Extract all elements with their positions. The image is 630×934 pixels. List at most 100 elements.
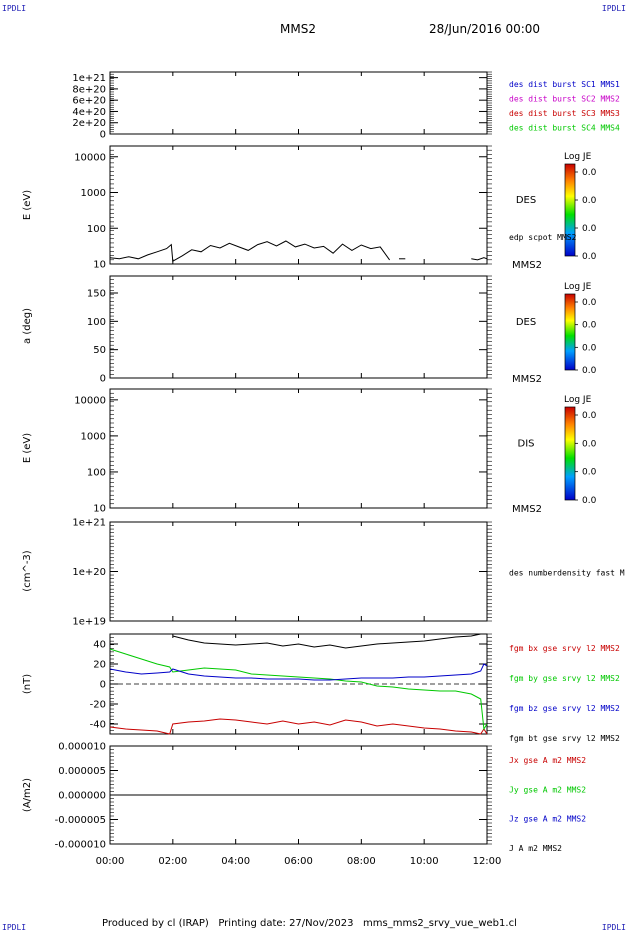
y-tick-label: 100	[87, 317, 106, 328]
x-tick-label: 06:00	[284, 856, 313, 867]
corner-label-top-left: IPDLI	[2, 4, 27, 13]
y-axis-label: (A/m2)	[22, 778, 33, 812]
y-tick-label: 20	[93, 660, 106, 671]
series-line	[109, 718, 488, 735]
y-tick-label: -40	[90, 720, 106, 731]
y-tick-label: 10000	[74, 152, 106, 163]
panel-p5: 1e+21 1e+20 1e+19 (cm^-3) des numberdensity …	[22, 518, 625, 628]
x-tick-label: 10:00	[410, 856, 439, 867]
y-tick-label: -0.000005	[55, 815, 106, 826]
series-line	[109, 663, 488, 681]
panel-p3: 150 100 50 0 a (deg) DES MMS2 Log JE 0.0 0.0 0.0 0.…	[22, 275, 597, 385]
x-tick-label: 00:00	[96, 856, 125, 867]
panel-p2: 10000 1000 100 10 E (eV) DES MMS2 Log JE 0.0 0.0 0…	[22, 145, 597, 271]
panel-label: DES	[516, 317, 536, 328]
legend-entry: fgm by gse srvy l2 MMS2	[509, 674, 620, 683]
legend-entry: des dist burst SC4 MMS4	[509, 124, 620, 133]
legend-entry: fgm bx gse srvy l2 MMS2	[509, 644, 620, 653]
colorbar-tick-label: 0.0	[582, 411, 597, 421]
legend-entry: fgm bz gse srvy l2 MMS2	[509, 704, 620, 713]
colorbar-tick-label: 0.0	[582, 196, 597, 206]
legend-entry: fgm bt gse srvy l2 MMS2	[509, 734, 620, 743]
y-tick-label: 0.000005	[58, 766, 106, 777]
panel-label: DIS	[518, 439, 535, 450]
series-line	[109, 648, 488, 731]
y-tick-label: 0	[100, 374, 106, 385]
y-tick-label: 40	[93, 640, 106, 651]
y-tick-label: 1e+19	[72, 617, 106, 628]
y-axis-label: (cm^-3)	[22, 550, 33, 591]
panel-frame	[109, 388, 488, 509]
colorbar	[564, 406, 576, 501]
panel-p4: 10000 1000 100 10 E (eV) DIS MMS2 Log JE 0.0 0.0 0…	[22, 388, 597, 515]
y-tick-label: 10	[93, 260, 106, 271]
y-tick-label: 100	[87, 224, 106, 235]
y-tick-label: 100	[87, 467, 106, 478]
date-title: 28/Jun/2016 00:00	[429, 22, 541, 36]
colorbar-tick-label: 0.0	[582, 321, 597, 331]
x-tick-label: 12:00	[473, 856, 502, 867]
legend-entry: des dist burst SC3 MMS3	[509, 109, 620, 118]
legend-entry: J A m2 MMS2	[509, 844, 562, 853]
y-tick-label: 4e+20	[72, 107, 106, 118]
panel-spacecraft-label: MMS2	[512, 504, 542, 515]
x-tick-label: 02:00	[158, 856, 187, 867]
corner-label-bottom-left: IPDLI	[2, 923, 27, 932]
y-tick-label: 1000	[81, 188, 106, 199]
corner-label-bottom-right: IPDLI	[601, 923, 626, 932]
colorbar-tick-label: 0.0	[582, 439, 597, 449]
y-tick-label: 0.000010	[58, 742, 106, 753]
panel-frame	[109, 71, 488, 135]
colorbar-tick-label: 0.0	[582, 224, 597, 234]
panel-p7: 0.000010 0.000005 0.000000 -0.000005 -0.0000…	[22, 742, 586, 854]
y-tick-label: 8e+20	[72, 84, 106, 95]
x-tick-label: 08:00	[347, 856, 376, 867]
y-axis-label: (nT)	[22, 674, 33, 694]
colorbar-tick-label: 0.0	[582, 168, 597, 178]
y-tick-label: 2e+20	[72, 118, 106, 129]
panel-spacecraft-label: MMS2	[512, 260, 542, 271]
y-tick-label: 0	[100, 130, 106, 141]
spacecraft-title: MMS2	[280, 22, 316, 36]
y-tick-label: 6e+20	[72, 96, 106, 107]
panel-frame	[109, 521, 488, 622]
series-label: edp scpot MMS2	[509, 233, 577, 242]
colorbar-tick-label: 0.0	[582, 468, 597, 478]
y-tick-label: -20	[90, 700, 106, 711]
colorbar-tick-label: 0.0	[582, 343, 597, 353]
y-tick-label: 10	[93, 504, 106, 515]
y-tick-label: 150	[87, 289, 106, 300]
colorbar-title: Log JE	[564, 152, 592, 162]
y-tick-label: 1e+21	[72, 73, 106, 84]
panel-label: DES	[516, 195, 536, 206]
y-tick-label: 1e+20	[72, 567, 106, 578]
colorbar-title: Log JE	[564, 395, 592, 405]
y-tick-label: 1e+21	[72, 518, 106, 529]
legend-entry: des dist burst SC2 MMS2	[509, 95, 620, 104]
y-tick-label: 10000	[74, 395, 106, 406]
legend-entry: Jz gse A m2 MMS2	[509, 815, 586, 824]
legend-entry: Jy gse A m2 MMS2	[509, 785, 586, 794]
y-axis-label: E (eV)	[22, 190, 33, 220]
y-axis-label: a (deg)	[22, 308, 33, 344]
y-tick-label: -0.000010	[55, 840, 106, 851]
series-line	[109, 240, 391, 263]
colorbar	[564, 163, 576, 257]
colorbar	[564, 293, 576, 371]
panel-frame	[109, 275, 488, 379]
y-tick-label: 1000	[81, 431, 106, 442]
y-tick-label: 0	[100, 680, 106, 691]
y-tick-label: 0.000000	[58, 791, 106, 802]
panel-p6: 40 20 0 -20 -40 (nT) fgm bx gse srvy l2 MMS2 fg…	[22, 633, 620, 743]
legend-entry: Jx gse A m2 MMS2	[509, 756, 586, 765]
colorbar-tick-label: 0.0	[582, 366, 597, 376]
panel-spacecraft-label: MMS2	[512, 374, 542, 385]
y-axis-label: E (eV)	[22, 433, 33, 463]
legend-entry: des numberdensity fast M	[509, 569, 625, 578]
corner-label-top-right: IPDLI	[601, 4, 626, 13]
y-tick-label: 50	[93, 345, 106, 356]
colorbar-title: Log JE	[564, 282, 592, 292]
series-line	[471, 257, 488, 261]
